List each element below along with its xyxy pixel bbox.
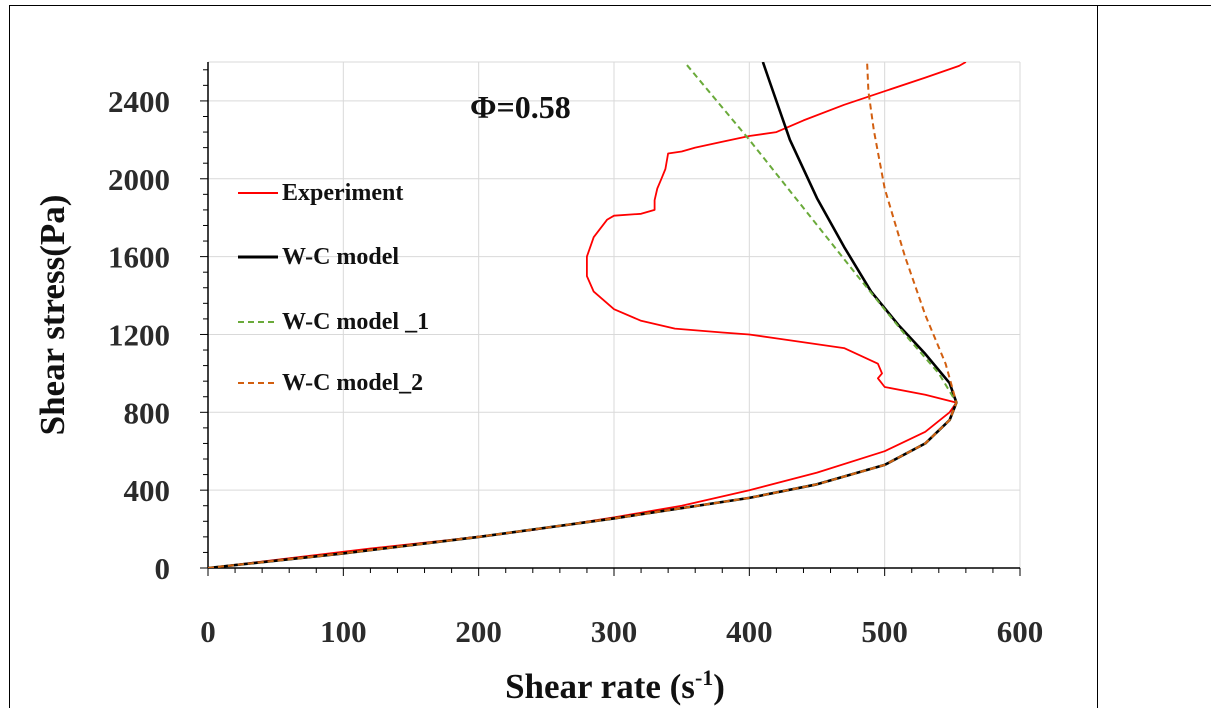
legend-label-4: W-C model_2	[282, 370, 423, 396]
x-tick-label: 200	[455, 614, 502, 649]
frame-right-line	[1097, 5, 1098, 708]
legend-label-1: Experiment	[282, 180, 403, 206]
y-tick-label: 1600	[108, 240, 170, 275]
y-tick-label: 800	[124, 395, 171, 430]
x-tick-label: 300	[591, 614, 638, 649]
axes	[200, 62, 1021, 576]
grid	[208, 61, 1021, 568]
legend-label-2: W-C model	[282, 244, 399, 270]
legend: Experiment W-C model W-C model _1 W-C model…	[238, 180, 429, 396]
y-tick-label: 1200	[108, 317, 170, 352]
x-tick-label: 500	[861, 614, 908, 649]
series-lines	[208, 62, 967, 568]
y-tick-label: 400	[124, 473, 171, 508]
x-tick-label: 400	[726, 614, 773, 649]
x-axis-title: Shear rate (s-1)	[505, 665, 725, 706]
frame-left-line	[9, 5, 10, 708]
series-line-4	[208, 62, 958, 568]
tick-labels: 0 100 200 300 400 500 600 0 400 800 1200 1600 2000 24…	[108, 84, 1043, 649]
x-tick-label: 100	[320, 614, 367, 649]
y-tick-label: 2400	[108, 84, 170, 119]
legend-label-3: W-C model _1	[282, 309, 429, 335]
y-axis-title: Shear stress(Pa)	[33, 195, 72, 436]
phi-annotation: Φ=0.58	[470, 89, 571, 125]
x-tick-label: 600	[997, 614, 1044, 649]
series-line-1	[208, 62, 967, 568]
y-tick-label: 2000	[108, 162, 170, 197]
y-tick-label: 0	[155, 551, 171, 586]
frame-top-line	[9, 5, 1211, 6]
x-tick-label: 0	[200, 614, 216, 649]
